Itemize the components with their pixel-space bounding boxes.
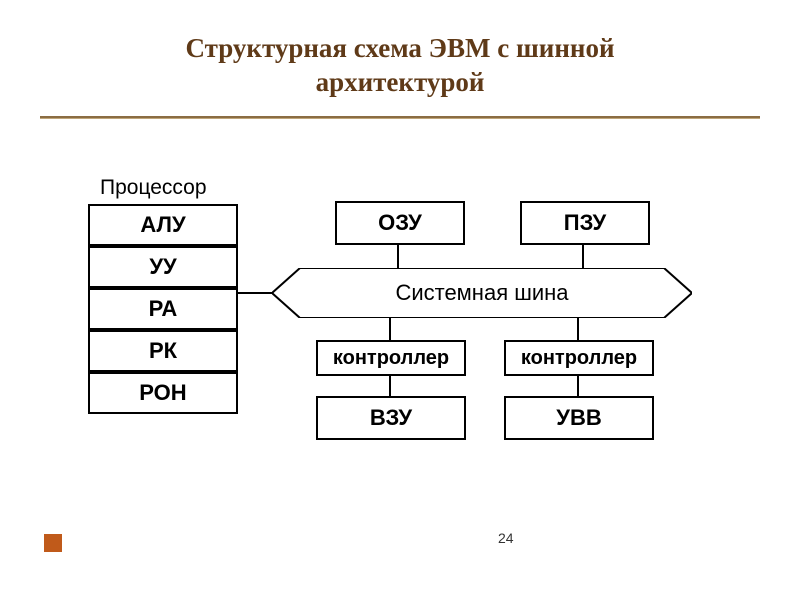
- conn-bus-ctrl2: [577, 318, 579, 340]
- title-line1: Структурная схема ЭВМ с шинной: [186, 33, 615, 63]
- cpu-box-alu: АЛУ: [88, 204, 238, 246]
- box-uvv: УВВ: [504, 396, 654, 440]
- conn-ctrl2-uvv: [577, 376, 579, 396]
- box-controller-2: контроллер: [504, 340, 654, 376]
- box-pzu: ПЗУ: [520, 201, 650, 245]
- conn-pzu-bus: [582, 245, 584, 268]
- conn-cpu-bus: [238, 292, 272, 294]
- page-number: 24: [498, 530, 514, 546]
- conn-ozu-bus: [397, 245, 399, 268]
- title-line2: архитектурой: [316, 67, 485, 97]
- conn-bus-ctrl1: [389, 318, 391, 340]
- title-underline: [40, 116, 760, 119]
- box-controller-1: контроллер: [316, 340, 466, 376]
- conn-ctrl1-vzu: [389, 376, 391, 396]
- cpu-box-ron: РОН: [88, 372, 238, 414]
- cpu-box-rk: РК: [88, 330, 238, 372]
- processor-label: Процессор: [100, 176, 207, 200]
- slide-title: Структурная схема ЭВМ с шинной архитекту…: [0, 0, 800, 100]
- cpu-box-ra: РА: [88, 288, 238, 330]
- box-ozu: ОЗУ: [335, 201, 465, 245]
- system-bus-label: Системная шина: [272, 268, 692, 318]
- accent-square: [44, 534, 62, 552]
- box-vzu: ВЗУ: [316, 396, 466, 440]
- cpu-box-uu: УУ: [88, 246, 238, 288]
